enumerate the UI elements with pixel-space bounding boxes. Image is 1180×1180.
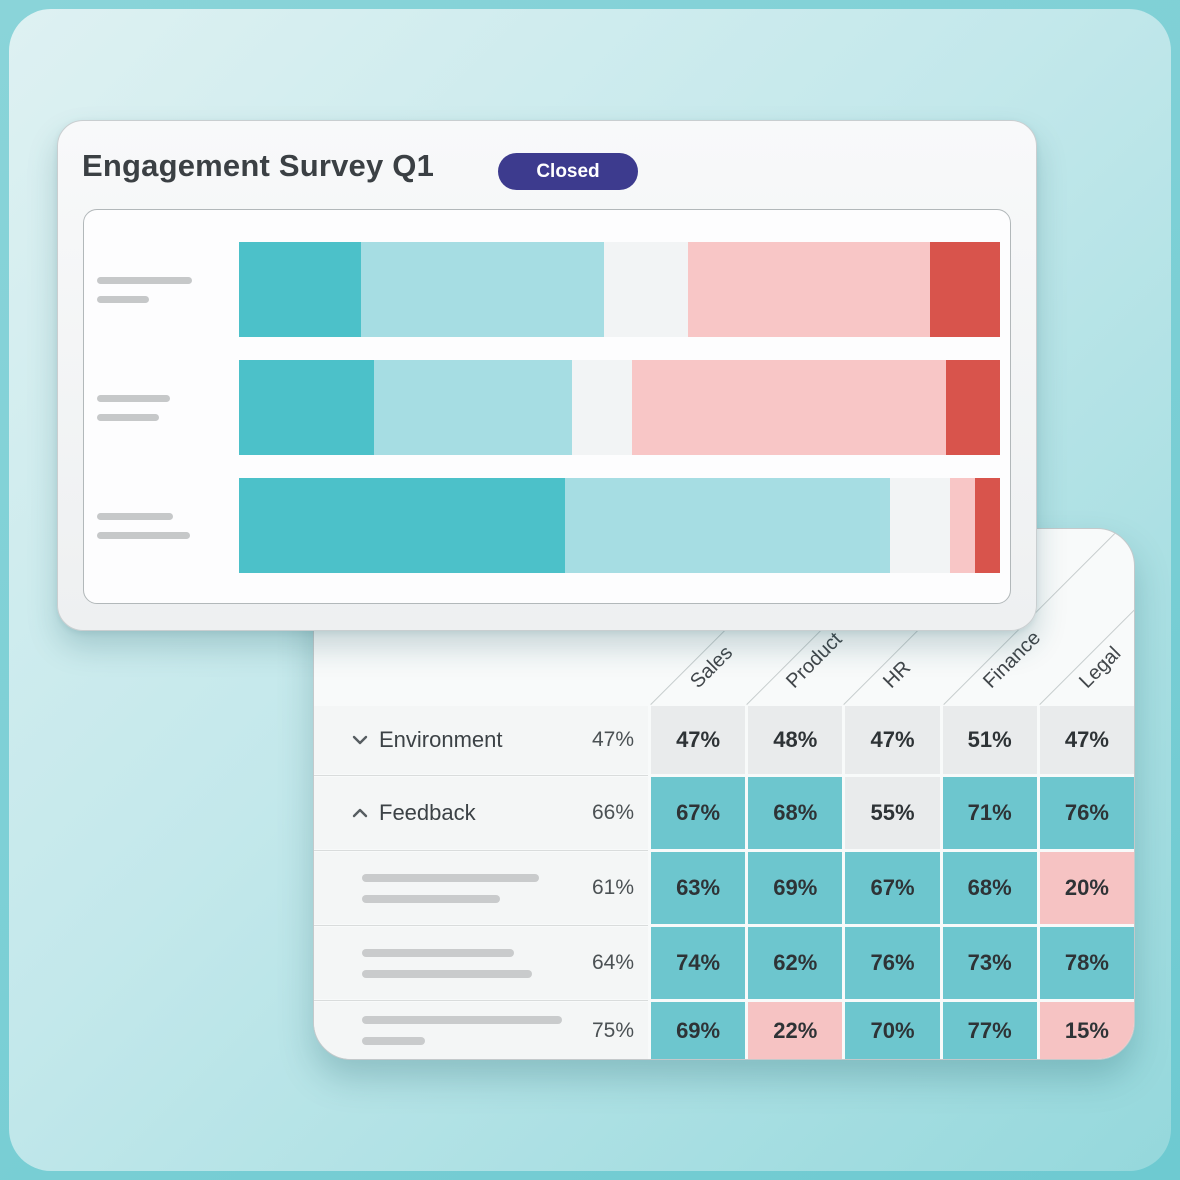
bar-segment-light bbox=[360, 242, 604, 337]
placeholder-line bbox=[362, 969, 532, 978]
heatmap-cell: 67% bbox=[651, 777, 746, 849]
row-label-placeholder bbox=[97, 478, 190, 573]
row-label-placeholder bbox=[97, 360, 170, 455]
bar-segment-track bbox=[890, 478, 950, 573]
heatmap-cell: 69% bbox=[651, 1002, 746, 1059]
placeholder-line bbox=[97, 531, 190, 539]
bar-segment-teal bbox=[239, 242, 361, 337]
heatmap-row-label-cell: Feedback 66% bbox=[314, 777, 648, 851]
row-overall-value: 75% bbox=[591, 1018, 634, 1042]
row-label: Feedback bbox=[379, 800, 476, 825]
heatmap-cell: 47% bbox=[1039, 706, 1134, 774]
placeholder-line bbox=[97, 413, 159, 421]
bar-segment-track bbox=[572, 360, 632, 455]
bar-segment-pink bbox=[949, 478, 975, 573]
heatmap-cell: 70% bbox=[845, 1002, 940, 1059]
heatmap-cell: 63% bbox=[651, 852, 746, 924]
chart-row bbox=[84, 360, 1010, 455]
survey-card: Engagement Survey Q1 Closed bbox=[57, 120, 1037, 631]
column-header-product: Product bbox=[782, 628, 847, 693]
column-header-legal: Legal bbox=[1075, 642, 1126, 693]
survey-chart-panel bbox=[83, 209, 1011, 604]
bar-segment-red bbox=[974, 478, 1000, 573]
row-label-placeholder bbox=[362, 948, 532, 978]
row-overall-value: 66% bbox=[591, 801, 634, 824]
placeholder-line bbox=[362, 1016, 562, 1024]
placeholder-line bbox=[362, 1037, 425, 1045]
row-label: Environment bbox=[379, 727, 503, 752]
heatmap-cell: 69% bbox=[748, 852, 843, 924]
heatmap-cell: 68% bbox=[748, 777, 843, 849]
heatmap-cell: 51% bbox=[942, 706, 1037, 774]
placeholder-line bbox=[362, 894, 500, 903]
bar-segment-teal bbox=[239, 360, 374, 455]
bar-segment-teal bbox=[239, 478, 565, 573]
heatmap-row-label-cell: Environment 47% bbox=[314, 706, 648, 776]
bar-segment-pink bbox=[631, 360, 946, 455]
chart-row bbox=[84, 242, 1010, 337]
heatmap-cell: 67% bbox=[845, 852, 940, 924]
heatmap-cell: 77% bbox=[942, 1002, 1037, 1059]
heatmap-cell: 78% bbox=[1039, 927, 1134, 999]
heatmap-cell: 15% bbox=[1039, 1002, 1134, 1059]
heatmap-cell: 22% bbox=[748, 1002, 843, 1059]
column-header-finance: Finance bbox=[979, 626, 1046, 693]
heatmap-cell: 48% bbox=[748, 706, 843, 774]
heatmap-cell: 76% bbox=[1039, 777, 1134, 849]
heatmap-cell: 47% bbox=[845, 706, 940, 774]
status-badge: Closed bbox=[498, 153, 638, 190]
row-label-placeholder bbox=[97, 242, 192, 337]
heatmap-cell: 20% bbox=[1039, 852, 1134, 924]
placeholder-line bbox=[362, 873, 539, 882]
bar-segment-red bbox=[945, 360, 1000, 455]
chevron-down-icon[interactable] bbox=[352, 735, 368, 745]
row-label-placeholder bbox=[362, 1016, 562, 1045]
chevron-up-icon[interactable] bbox=[352, 808, 368, 818]
heatmap-row-label-cell: 75% bbox=[314, 1002, 648, 1059]
placeholder-line bbox=[97, 276, 192, 284]
heatmap-body: Environment 47% 47% 48% 47% 51% 47% Feedback 66%… bbox=[314, 706, 1134, 1059]
bar-segment-light bbox=[564, 478, 890, 573]
placeholder-line bbox=[362, 948, 514, 957]
heatmap-row-label-cell: 64% bbox=[314, 927, 648, 1001]
heatmap-cell: 47% bbox=[651, 706, 746, 774]
bar-segment-pink bbox=[687, 242, 930, 337]
placeholder-line bbox=[97, 394, 170, 402]
chart-row bbox=[84, 478, 1010, 573]
heatmap-row-label-cell: 61% bbox=[314, 852, 648, 926]
placeholder-line bbox=[97, 295, 149, 303]
heatmap-cell: 74% bbox=[651, 927, 746, 999]
heatmap-cell: 76% bbox=[845, 927, 940, 999]
placeholder-line bbox=[97, 512, 173, 520]
bar-segment-track bbox=[604, 242, 688, 337]
bar-track bbox=[239, 242, 1000, 337]
row-overall-value: 61% bbox=[591, 876, 634, 899]
bar-track bbox=[239, 360, 1000, 455]
bar-segment-light bbox=[373, 360, 572, 455]
heatmap-cell: 55% bbox=[845, 777, 940, 849]
row-label-placeholder bbox=[362, 873, 539, 903]
heatmap-cell: 68% bbox=[942, 852, 1037, 924]
heatmap-cell: 73% bbox=[942, 927, 1037, 999]
heatmap-cell: 62% bbox=[748, 927, 843, 999]
bar-track bbox=[239, 478, 1000, 573]
row-overall-value: 64% bbox=[591, 951, 634, 974]
column-header-sales: Sales bbox=[686, 641, 738, 693]
page-title: Engagement Survey Q1 bbox=[82, 148, 435, 183]
bar-segment-red bbox=[929, 242, 1000, 337]
heatmap-cell: 71% bbox=[942, 777, 1037, 849]
row-overall-value: 47% bbox=[591, 728, 634, 751]
